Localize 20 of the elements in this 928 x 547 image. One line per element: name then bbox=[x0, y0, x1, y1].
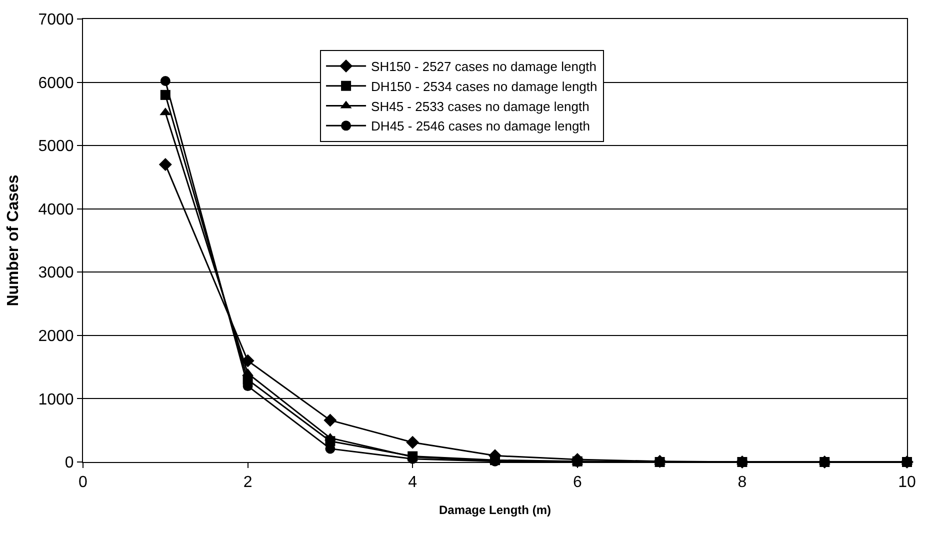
y-tick-label: 6000 bbox=[38, 74, 74, 92]
y-tick-label: 0 bbox=[64, 454, 74, 472]
x-tick-label: 10 bbox=[898, 474, 916, 492]
legend-label: SH150 - 2527 cases no damage length bbox=[371, 59, 597, 74]
y-tick-label: 3000 bbox=[38, 264, 74, 282]
y-tick-label: 7000 bbox=[38, 12, 74, 29]
y-tick-label: 2000 bbox=[38, 328, 74, 346]
x-tick-label: 8 bbox=[738, 474, 747, 492]
legend-label: SH45 - 2533 cases no damage length bbox=[371, 98, 590, 114]
legend-label: DH150 - 2534 cases no damage length bbox=[371, 78, 598, 94]
y-tick-label: 5000 bbox=[38, 138, 74, 156]
y-axis-title: Number of Cases bbox=[5, 174, 22, 306]
x-tick-label: 4 bbox=[408, 474, 418, 492]
y-tick-label: 1000 bbox=[38, 391, 74, 408]
x-tick-label: 0 bbox=[78, 474, 88, 492]
legend-label: DH45 - 2546 cases no damage length bbox=[371, 118, 590, 134]
x-axis-title: Damage Length (m) bbox=[438, 503, 552, 518]
y-tick-label: 4000 bbox=[38, 201, 74, 218]
x-tick-label: 2 bbox=[243, 474, 252, 492]
x-tick-label: 6 bbox=[572, 474, 582, 492]
